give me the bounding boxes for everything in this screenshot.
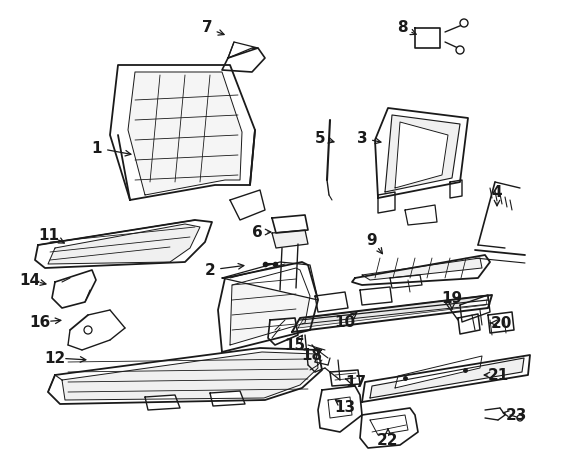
Polygon shape bbox=[378, 192, 395, 213]
Polygon shape bbox=[298, 295, 488, 328]
Text: 14: 14 bbox=[19, 272, 40, 288]
Circle shape bbox=[517, 415, 523, 421]
Polygon shape bbox=[362, 355, 530, 402]
Text: 6: 6 bbox=[252, 225, 263, 240]
Polygon shape bbox=[330, 370, 360, 386]
Text: 12: 12 bbox=[44, 350, 66, 366]
Polygon shape bbox=[370, 358, 524, 398]
Circle shape bbox=[84, 326, 92, 334]
Polygon shape bbox=[458, 314, 480, 334]
Text: 20: 20 bbox=[490, 315, 512, 331]
Polygon shape bbox=[352, 255, 490, 285]
Text: 22: 22 bbox=[377, 432, 399, 448]
Text: 23: 23 bbox=[505, 408, 526, 422]
Polygon shape bbox=[375, 108, 468, 198]
Polygon shape bbox=[62, 352, 318, 400]
Text: 4: 4 bbox=[491, 184, 503, 200]
Polygon shape bbox=[210, 391, 245, 406]
Text: 10: 10 bbox=[335, 314, 356, 330]
Polygon shape bbox=[35, 220, 212, 268]
Polygon shape bbox=[390, 275, 422, 288]
Circle shape bbox=[460, 19, 468, 27]
Text: 9: 9 bbox=[367, 232, 377, 248]
Polygon shape bbox=[395, 356, 482, 388]
Polygon shape bbox=[228, 42, 258, 58]
Text: 7: 7 bbox=[202, 20, 212, 35]
Text: 8: 8 bbox=[397, 20, 407, 35]
Text: 21: 21 bbox=[487, 367, 508, 383]
Text: 1: 1 bbox=[92, 141, 102, 155]
Polygon shape bbox=[292, 295, 492, 332]
Polygon shape bbox=[110, 65, 255, 200]
Polygon shape bbox=[230, 268, 310, 345]
Text: 5: 5 bbox=[315, 130, 325, 146]
Polygon shape bbox=[370, 415, 408, 435]
Polygon shape bbox=[360, 408, 418, 448]
Polygon shape bbox=[360, 287, 392, 305]
Polygon shape bbox=[230, 190, 265, 220]
Polygon shape bbox=[315, 292, 348, 312]
Text: 15: 15 bbox=[284, 337, 305, 353]
Circle shape bbox=[456, 46, 464, 54]
Polygon shape bbox=[48, 224, 200, 264]
Text: 3: 3 bbox=[357, 130, 367, 146]
Polygon shape bbox=[405, 205, 437, 225]
Polygon shape bbox=[460, 295, 490, 322]
Polygon shape bbox=[145, 395, 180, 410]
Polygon shape bbox=[272, 215, 308, 233]
Polygon shape bbox=[52, 270, 96, 308]
Text: 16: 16 bbox=[29, 314, 51, 330]
Polygon shape bbox=[450, 180, 462, 198]
Polygon shape bbox=[48, 348, 322, 404]
Polygon shape bbox=[222, 48, 265, 72]
Polygon shape bbox=[272, 230, 308, 248]
Polygon shape bbox=[362, 258, 482, 280]
Polygon shape bbox=[268, 318, 298, 345]
Text: 13: 13 bbox=[335, 400, 356, 414]
Polygon shape bbox=[395, 122, 448, 188]
Text: 2: 2 bbox=[205, 262, 215, 278]
Text: 18: 18 bbox=[301, 348, 322, 362]
Text: 17: 17 bbox=[345, 374, 367, 390]
Polygon shape bbox=[328, 397, 352, 418]
Polygon shape bbox=[218, 262, 318, 352]
Polygon shape bbox=[415, 28, 440, 48]
Polygon shape bbox=[318, 386, 362, 432]
Polygon shape bbox=[222, 262, 318, 300]
Text: 11: 11 bbox=[39, 227, 60, 242]
Text: 19: 19 bbox=[442, 290, 463, 306]
Polygon shape bbox=[385, 115, 460, 192]
Polygon shape bbox=[488, 312, 514, 333]
Polygon shape bbox=[128, 72, 242, 195]
